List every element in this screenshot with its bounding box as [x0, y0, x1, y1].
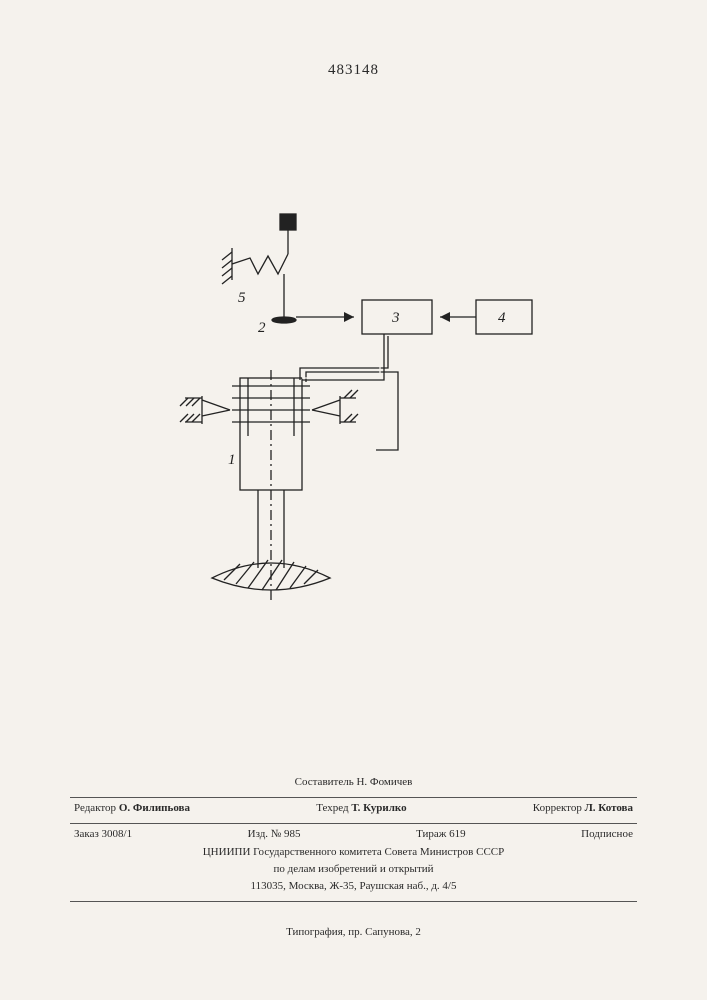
editor: Редактор О. Филипьова — [74, 801, 190, 817]
tirazh: Тираж 619 — [416, 827, 466, 843]
label-2: 2 — [258, 320, 266, 336]
order-no: Заказ 3008/1 — [74, 827, 132, 843]
rule — [70, 797, 637, 798]
imprint-row: Заказ 3008/1 Изд. № 985 Тираж 619 Подпис… — [74, 827, 633, 843]
corrector: Корректор Л. Котова — [533, 801, 633, 817]
subscription: Подписное — [581, 827, 633, 843]
label-5: 5 — [238, 290, 246, 306]
tech-editor: Техред Т. Курилко — [316, 801, 406, 817]
rule — [70, 901, 637, 902]
schematic-diagram: 1 3 4 — [140, 200, 570, 640]
typography-line: Типография, пр. Сапунова, 2 — [0, 926, 707, 938]
credits-row: Редактор О. Филипьова Техред Т. Курилко … — [74, 801, 633, 817]
rule — [70, 823, 637, 824]
address-line: 113035, Москва, Ж-35, Раушская наб., д. … — [70, 879, 637, 895]
label-1: 1 — [228, 452, 236, 468]
imprint-footer: Составитель Н. Фомичев Редактор О. Филип… — [70, 775, 637, 905]
izd-no: Изд. № 985 — [248, 827, 301, 843]
label-4: 4 — [498, 310, 506, 326]
publisher-block: ЦНИИПИ Государственного комитета Совета … — [70, 845, 637, 895]
org-line-1: ЦНИИПИ Государственного комитета Совета … — [70, 845, 637, 861]
page-number: 483148 — [0, 62, 707, 79]
org-line-2: по делам изобретений и открытий — [70, 862, 637, 878]
compiler-line: Составитель Н. Фомичев — [70, 775, 637, 791]
label-3: 3 — [391, 310, 400, 326]
